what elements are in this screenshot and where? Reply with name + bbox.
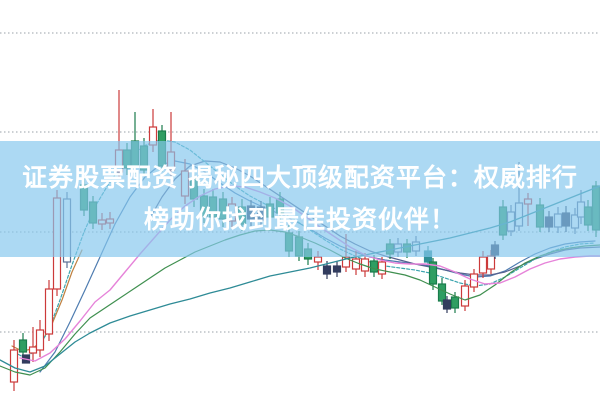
candle-u — [460, 280, 470, 311]
candle-u — [44, 280, 54, 341]
candle-u — [35, 320, 45, 357]
candle-d — [428, 258, 438, 290]
headline-overlay-band: 证券股票配资 揭秘四大顶级配资平台：权威排行 榜助你找到最佳投资伙伴！ — [0, 141, 600, 257]
candle-k — [442, 296, 452, 313]
headline-line-1: 证券股票配资 揭秘四大顶级配资平台：权威排行 — [22, 163, 578, 192]
candle-k — [332, 261, 342, 277]
headline-line-2: 榜助你找到最佳投资伙伴！ — [143, 205, 456, 234]
candle-u — [28, 327, 38, 362]
